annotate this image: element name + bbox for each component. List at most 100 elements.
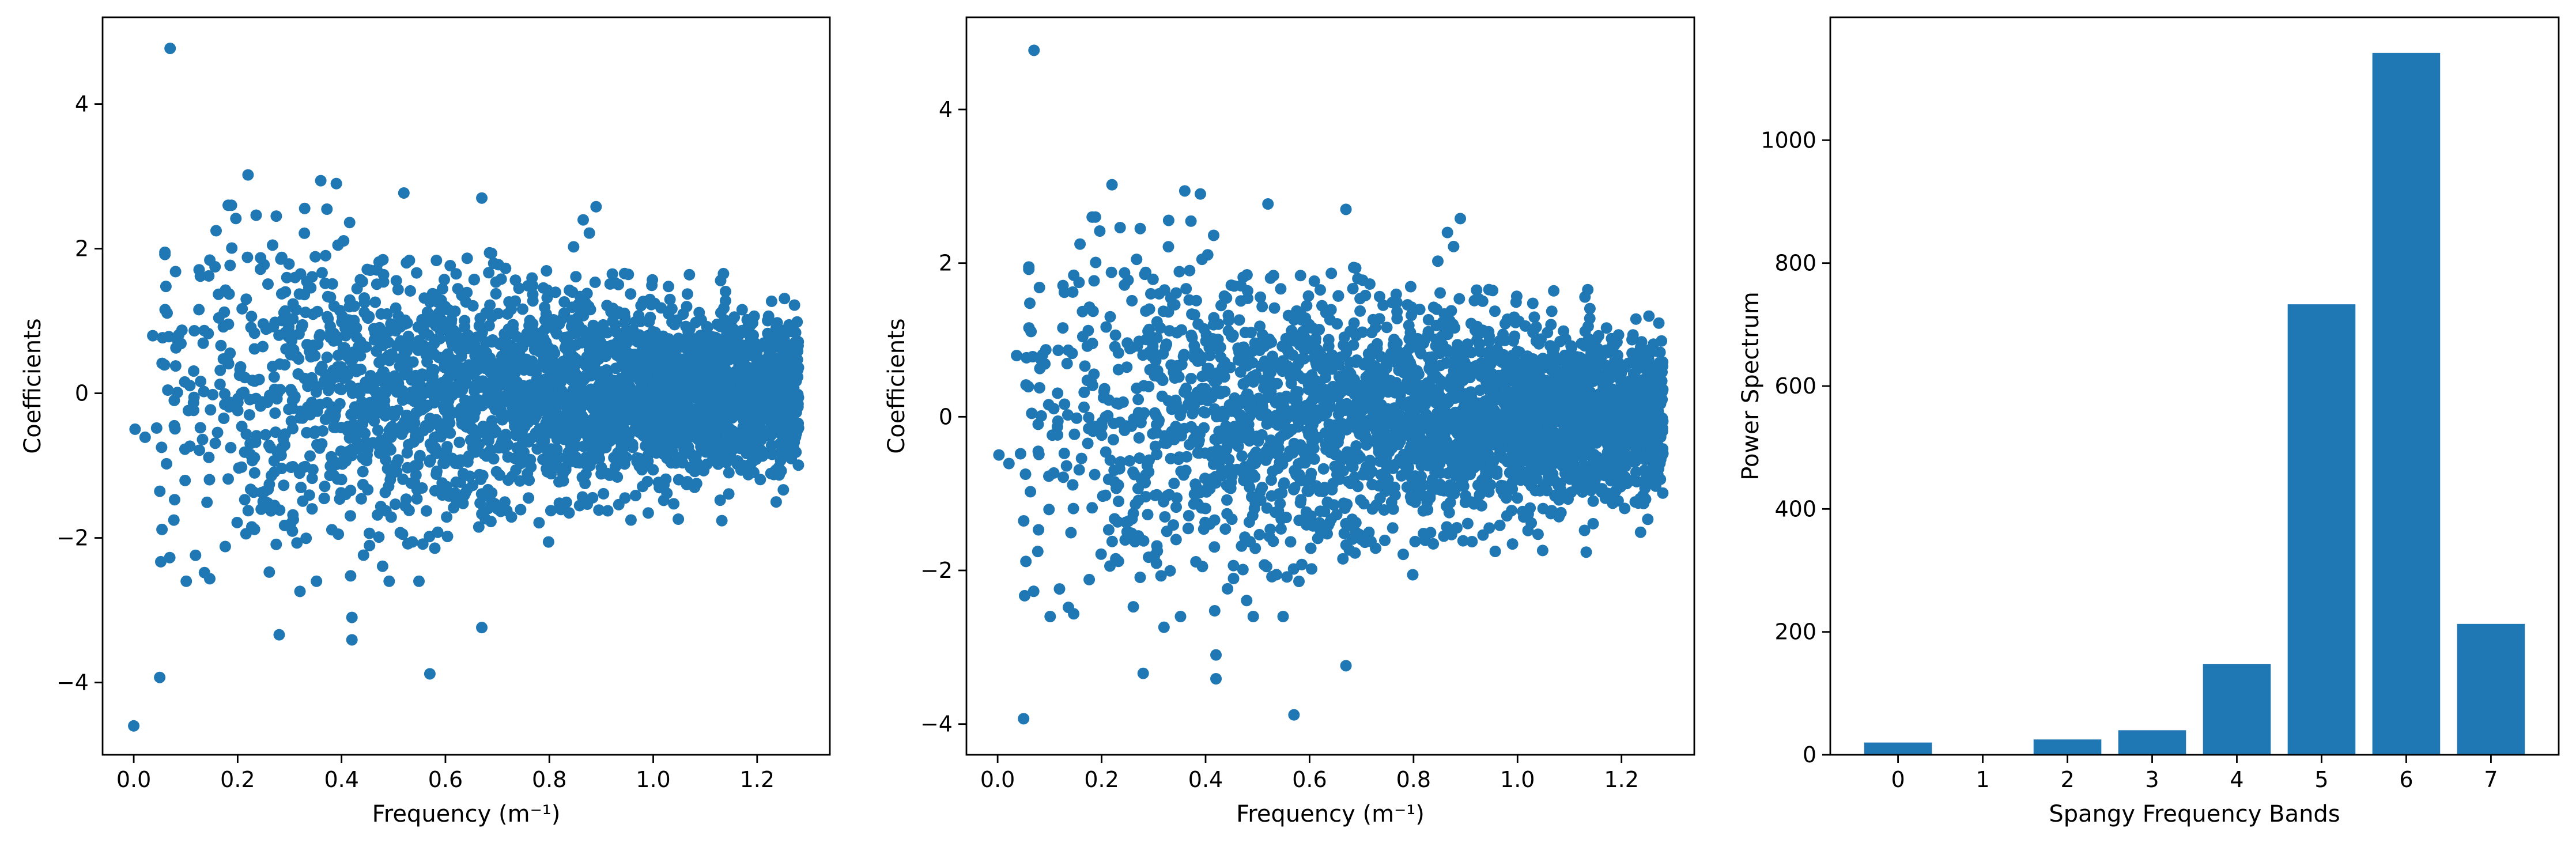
scatter-point	[1391, 297, 1403, 308]
scatter-point	[571, 456, 583, 468]
scatter-point	[351, 331, 362, 343]
scatter-point	[263, 566, 275, 578]
scatter-point	[418, 292, 430, 304]
scatter-point	[1558, 325, 1570, 337]
scatter-point	[1407, 569, 1419, 581]
scatter-point	[338, 235, 350, 247]
scatter-point	[356, 396, 368, 408]
scatter-point	[692, 461, 704, 473]
scatter-point	[304, 450, 316, 462]
y-axis-label: Coefficients	[20, 318, 46, 453]
scatter-point	[1219, 523, 1232, 535]
scatter-point	[321, 351, 333, 364]
scatter-point	[494, 505, 507, 517]
scatter-point	[357, 479, 369, 490]
scatter-point	[268, 371, 280, 383]
scatter-point	[1067, 502, 1079, 515]
scatter-point	[573, 500, 586, 512]
scatter-point	[1506, 538, 1519, 550]
scatter-point	[1423, 327, 1434, 339]
scatter-point	[156, 441, 168, 453]
scatter-point	[1327, 478, 1339, 490]
scatter-point	[354, 387, 366, 399]
scatter-point	[1266, 474, 1277, 486]
scatter-point	[392, 454, 404, 466]
scatter-point	[299, 202, 311, 214]
scatter-point	[350, 363, 362, 375]
scatter-point	[1132, 394, 1145, 406]
scatter-point	[1642, 353, 1655, 365]
scatter-point	[485, 444, 497, 456]
scatter-point	[1183, 510, 1195, 521]
scatter-point	[218, 413, 230, 424]
scatter-point	[281, 271, 293, 283]
scatter-point	[1132, 482, 1144, 494]
scatter-point	[681, 288, 693, 300]
scatter-point	[541, 265, 553, 277]
scatter-point	[589, 369, 601, 381]
scatter-point	[528, 396, 541, 409]
scatter-point	[259, 429, 271, 441]
scatter-point	[409, 476, 420, 488]
scatter-point	[1108, 464, 1120, 477]
scatter-point	[1100, 321, 1112, 333]
scatter-point	[564, 425, 576, 437]
scatter-point	[468, 411, 480, 423]
scatter-point	[444, 360, 456, 372]
scatter-point	[417, 538, 429, 550]
scatter-point	[625, 288, 637, 300]
scatter-point	[430, 468, 443, 480]
scatter-point	[482, 483, 494, 496]
scatter-point	[1391, 312, 1403, 324]
x-tick-label: 0.2	[220, 767, 255, 792]
scatter-point	[1626, 334, 1638, 346]
scatter-point	[401, 257, 413, 269]
scatter-point	[558, 296, 571, 308]
scatter-point	[673, 474, 685, 486]
scatter-point	[1171, 492, 1183, 504]
scatter-point	[552, 315, 564, 327]
scatter-point	[240, 528, 252, 540]
scatter-point	[467, 300, 479, 312]
scatter-point	[270, 538, 282, 550]
scatter-point	[217, 321, 229, 333]
scatter-point	[198, 566, 210, 578]
scatter-point	[1043, 504, 1055, 516]
scatter-point	[392, 310, 405, 322]
scatter-point	[1373, 290, 1385, 302]
scatter-point	[656, 396, 668, 408]
scatter-point	[1339, 502, 1351, 514]
scatter-point	[616, 447, 628, 459]
scatter-point	[197, 337, 209, 349]
scatter-point	[435, 294, 447, 307]
scatter-point	[1410, 479, 1422, 491]
scatter-point	[1236, 450, 1248, 462]
scatter-point	[236, 302, 248, 315]
scatter-point	[301, 339, 313, 350]
scatter-point	[514, 475, 526, 487]
scatter-point	[1241, 595, 1253, 607]
scatter-point	[390, 275, 402, 287]
scatter-point	[328, 421, 340, 433]
scatter-point	[1025, 486, 1037, 498]
x-tick-label: 0.0	[116, 767, 151, 792]
scatter-point	[450, 268, 462, 280]
scatter-point	[1275, 523, 1287, 535]
scatter-point	[1151, 316, 1163, 328]
scatter-point	[276, 315, 288, 327]
scatter-point	[704, 425, 716, 437]
scatter-point	[428, 432, 440, 444]
scatter-point	[1260, 561, 1272, 573]
y-tick-label: −4	[56, 670, 89, 695]
scatter-point	[459, 321, 471, 333]
scatter-point	[556, 385, 568, 396]
scatter-point	[161, 457, 172, 470]
scatter-point	[513, 282, 525, 294]
scatter-point-outlier	[273, 629, 285, 641]
scatter-point	[447, 407, 459, 419]
scatter-point	[251, 430, 262, 442]
scatter-point	[347, 353, 359, 365]
scatter-point-outlier	[476, 622, 488, 634]
scatter-point	[297, 462, 309, 474]
scatter-point	[236, 421, 248, 433]
